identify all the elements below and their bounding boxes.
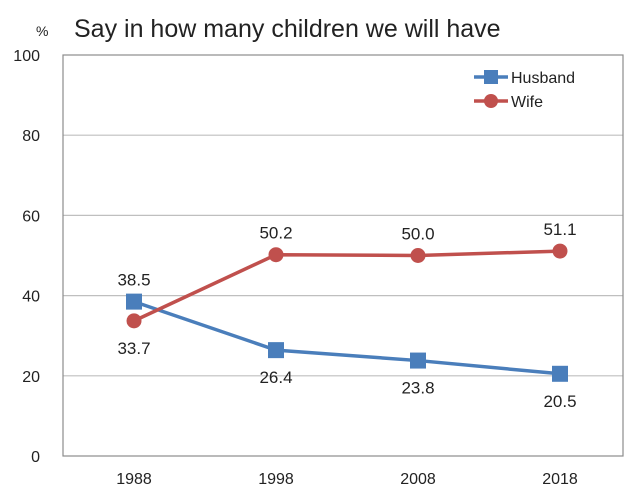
series-layer — [126, 243, 568, 382]
y-axis-ticks: 0 20 40 60 80 100 — [13, 48, 40, 466]
husband-point-2018 — [552, 365, 568, 382]
y-tick-label-60: 60 — [22, 208, 40, 225]
wife-point-2008 — [410, 248, 426, 263]
husband-point-1998 — [268, 342, 284, 359]
wife-label-1998: 50.2 — [259, 224, 292, 243]
x-tick-label-2008: 2008 — [400, 471, 436, 488]
husband-label-2008: 23.8 — [401, 379, 434, 398]
wife-label-2018: 51.1 — [543, 220, 576, 239]
y-axis-unit: % — [36, 23, 48, 39]
data-labels: 38.5 33.7 26.4 50.2 23.8 50.0 20.5 51.1 — [117, 220, 576, 411]
x-tick-label-2018: 2018 — [542, 471, 578, 488]
x-axis-ticks: 1988 1998 2008 2018 — [116, 471, 578, 488]
x-tick-label-1998: 1998 — [258, 471, 294, 488]
husband-point-1988 — [126, 293, 142, 310]
y-tick-label-100: 100 — [13, 48, 40, 65]
legend-wife-marker — [484, 94, 498, 108]
wife-point-1998 — [268, 247, 284, 263]
x-tick-label-1988: 1988 — [116, 471, 152, 488]
plot-area-border — [62, 54, 624, 457]
legend-wife-label: Wife — [511, 94, 543, 111]
husband-label-2018: 20.5 — [543, 392, 576, 411]
wife-label-2008: 50.0 — [401, 225, 434, 244]
husband-series-line — [133, 299, 561, 376]
y-tick-label-0: 0 — [31, 449, 40, 466]
husband-point-2008 — [410, 352, 426, 369]
wife-label-1988: 33.7 — [117, 339, 150, 358]
chart-title: Say in how many children we will have — [74, 15, 501, 43]
y-tick-label-80: 80 — [22, 128, 40, 145]
wife-series-line — [133, 249, 561, 323]
wife-point-1988 — [126, 313, 142, 329]
y-tick-label-40: 40 — [22, 289, 40, 306]
y-tick-label-20: 20 — [22, 369, 40, 386]
husband-label-1998: 26.4 — [259, 368, 292, 387]
grid-lines — [63, 134, 623, 377]
husband-label-1988: 38.5 — [117, 271, 150, 290]
legend-husband-marker — [484, 70, 498, 84]
legend-husband-label: Husband — [511, 70, 575, 87]
wife-point-2018 — [552, 243, 568, 259]
legend: Husband Wife — [474, 70, 575, 111]
